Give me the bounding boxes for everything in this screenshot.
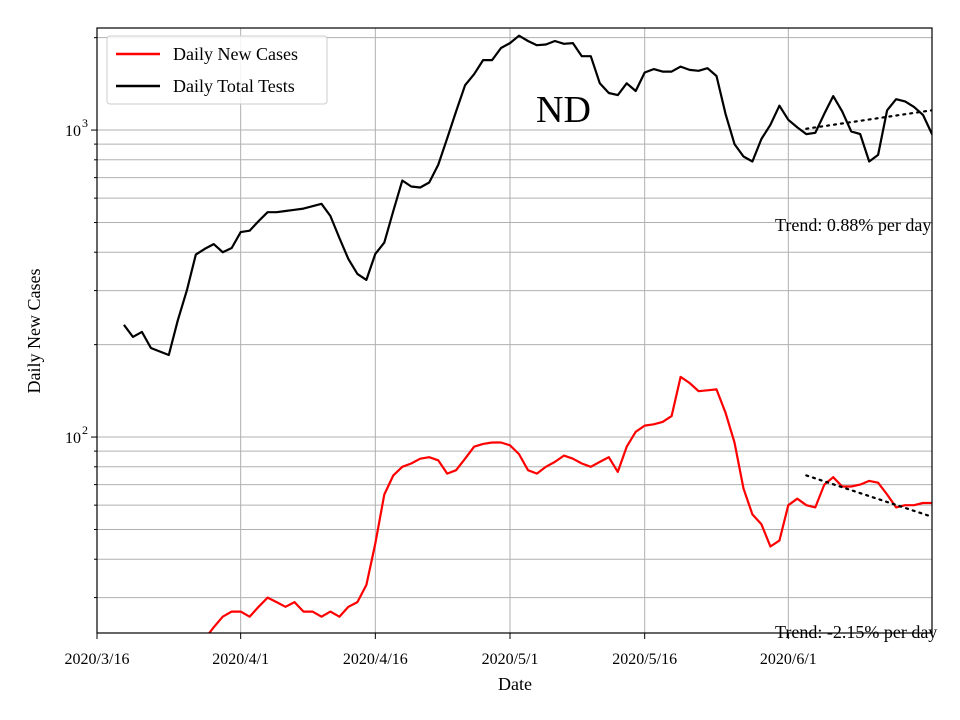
trend-annotation-cases: Trend: -2.15% per day — [775, 622, 937, 642]
y-tick-label: 10 — [65, 430, 81, 447]
legend-box — [106, 35, 328, 105]
y-axis-label: Daily New Cases — [24, 269, 44, 394]
series-line-daily-new-cases — [207, 375, 932, 633]
legend: Daily New Cases Daily Total Tests — [106, 35, 328, 105]
trend-line-daily-total-tests — [805, 109, 932, 130]
y-tick-exponent: 3 — [82, 116, 88, 130]
x-tick-label: 2020/5/16 — [612, 651, 677, 668]
trend-line-daily-new-cases — [805, 474, 932, 518]
x-tick-label: 2020/4/16 — [343, 651, 408, 668]
series-layer — [123, 34, 932, 633]
y-tick-exponent: 2 — [82, 423, 88, 437]
x-tick-label: 2020/3/16 — [65, 651, 130, 668]
legend-label-tests: Daily Total Tests — [173, 76, 295, 96]
x-tick-label: 2020/4/1 — [212, 651, 269, 668]
x-tick-label: 2020/5/1 — [482, 651, 539, 668]
legend-label-cases: Daily New Cases — [173, 44, 298, 64]
series-line-daily-total-tests — [123, 34, 932, 357]
x-axis-label: Date — [498, 674, 532, 694]
trend-annotation-tests: Trend: 0.88% per day — [775, 215, 931, 235]
state-label: ND — [536, 89, 591, 131]
x-tick-label: 2020/6/1 — [760, 651, 817, 668]
grid — [96, 28, 932, 633]
plot-frame — [96, 27, 933, 634]
y-tick-label: 10 — [65, 123, 81, 140]
x-axis-ticks: 2020/3/16 2020/4/1 2020/4/16 2020/5/1 2020/5… — [65, 633, 817, 668]
